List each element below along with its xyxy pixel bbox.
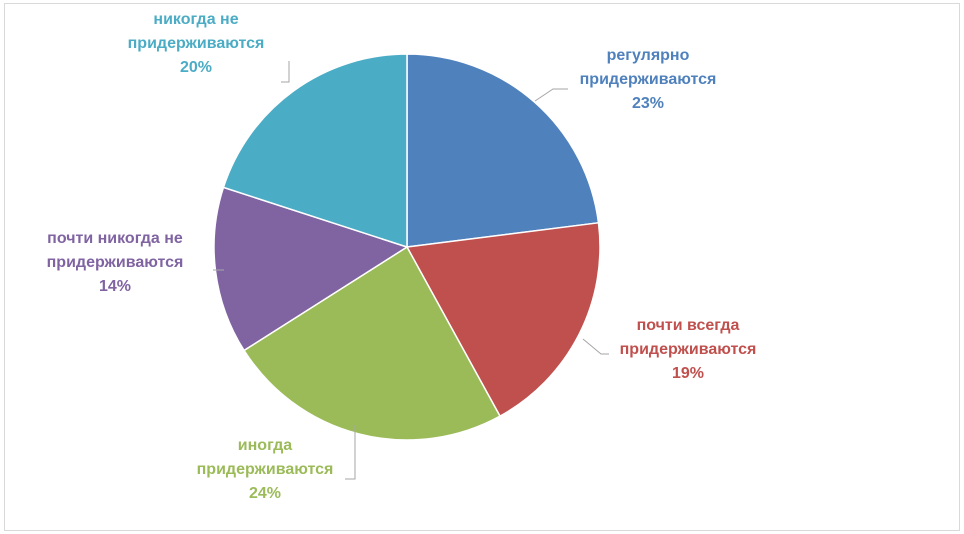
slice-label-line: иногда <box>237 437 293 454</box>
slice-value-label: 14% <box>98 278 132 295</box>
slice-value-label: 24% <box>248 485 282 502</box>
slice-label-almost-never: почти никогда не придерживаются 14% <box>20 227 210 299</box>
slice-label-line: регулярно <box>606 47 690 64</box>
leader-lines <box>213 61 609 480</box>
pie-slice-regularly <box>406 53 600 248</box>
slice-label-regularly: регулярно придерживаются 23% <box>553 44 743 116</box>
slice-value-label: 23% <box>631 95 665 112</box>
pie-slice-sometimes <box>243 245 501 441</box>
leader-line-almost-always <box>582 338 609 355</box>
slice-label-line: почти никогда не <box>47 230 183 247</box>
slice-label-line: придерживаются <box>579 71 717 88</box>
pie-slices <box>213 53 601 441</box>
slice-label-line: никогда не <box>153 11 239 28</box>
slice-label-never: никогда не придерживаются 20% <box>101 8 291 80</box>
slice-value-label: 19% <box>671 365 705 382</box>
slice-label-line: придерживаются <box>619 341 757 358</box>
slice-label-line: придерживаются <box>46 254 184 271</box>
slice-value-label: 20% <box>179 59 213 76</box>
slice-label-almost-always: почти всегда придерживаются 19% <box>593 314 783 386</box>
pie-slice-almost-never <box>213 186 409 352</box>
slice-label-line: придерживаются <box>196 461 334 478</box>
leader-line-sometimes <box>345 425 356 480</box>
leader-line-regularly <box>534 88 568 102</box>
pie-slice-almost-always <box>405 221 601 418</box>
slice-label-line: придерживаются <box>127 35 265 52</box>
leader-line-never <box>281 61 290 83</box>
slice-label-line: почти всегда <box>636 317 740 334</box>
pie-slice-never <box>222 53 408 249</box>
slice-label-sometimes: иногда придерживаются 24% <box>170 434 360 506</box>
